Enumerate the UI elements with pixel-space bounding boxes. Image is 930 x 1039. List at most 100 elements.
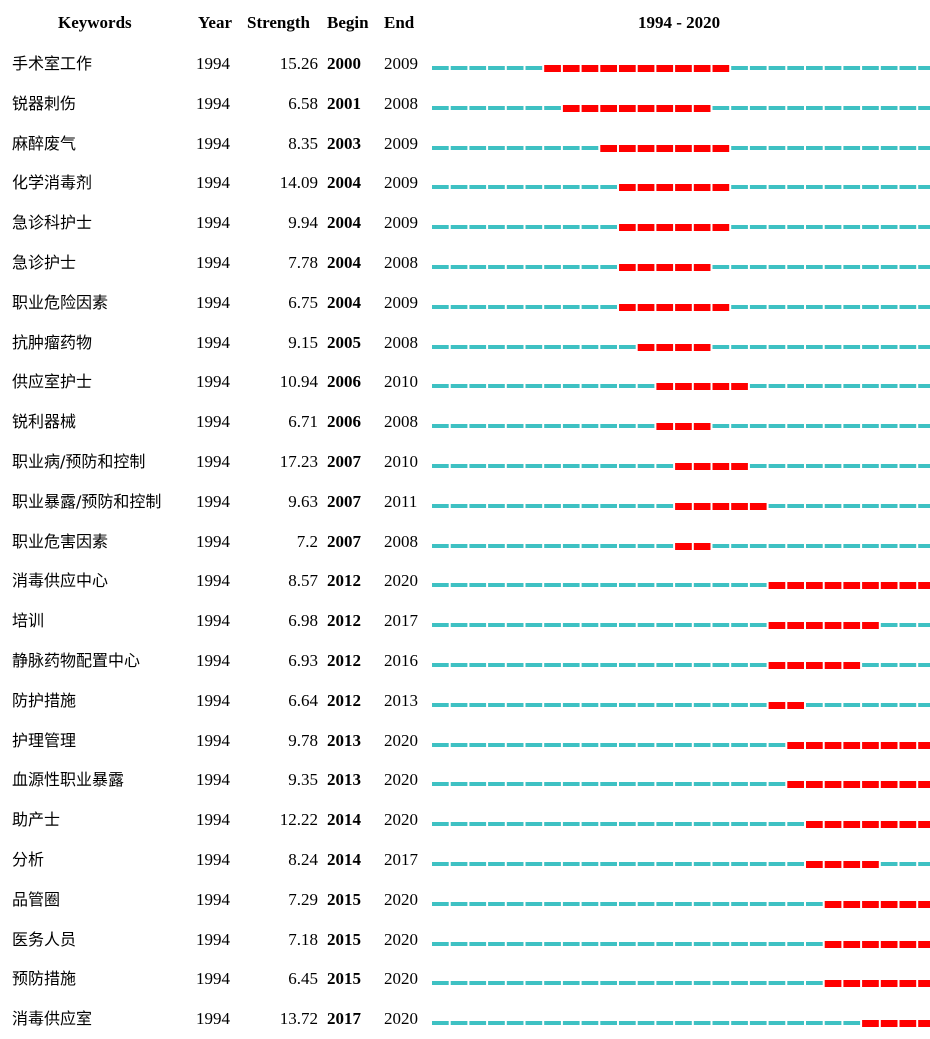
timeline-segment — [806, 384, 823, 389]
burst-segment — [787, 781, 804, 789]
burst-segment — [675, 383, 692, 391]
timeline-segment — [675, 862, 692, 866]
timeline-segment — [581, 1021, 599, 1026]
timeline-segment — [432, 941, 449, 946]
burst-segment — [693, 542, 711, 550]
timeline-segment — [843, 424, 861, 429]
timeline-segment — [806, 941, 823, 946]
burst-segment — [787, 701, 804, 709]
keyword-label: 静脉药物配置中心 — [12, 651, 141, 670]
timeline-segment — [862, 663, 879, 667]
timeline-segment — [749, 344, 767, 349]
year-value: 1994 — [196, 810, 230, 830]
timeline-segment — [675, 1021, 692, 1026]
timeline-segment — [562, 384, 580, 389]
begin-year: 2015 — [327, 889, 361, 909]
year-value: 1994 — [196, 889, 230, 909]
burst-segment — [880, 1020, 898, 1028]
timeline-track — [432, 104, 930, 112]
timeline-segment — [768, 145, 786, 150]
timeline-segment — [637, 583, 655, 588]
timeline-segment — [918, 503, 930, 508]
timeline-segment — [899, 265, 917, 269]
timeline-segment — [506, 304, 524, 309]
end-year: 2010 — [384, 452, 418, 471]
strength-value: 6.64 — [288, 690, 318, 710]
burst-segment — [712, 224, 730, 232]
strength-value: 9.35 — [288, 770, 318, 790]
burst-segment — [712, 184, 730, 192]
burst-segment — [843, 900, 861, 908]
timeline-segment — [787, 384, 804, 389]
burst-segment — [675, 343, 692, 351]
keyword-label: 消毒供应室 — [12, 1009, 93, 1029]
timeline-segment — [749, 862, 767, 866]
burst-segment — [824, 940, 842, 948]
timeline-segment — [843, 384, 861, 389]
begin-year: 2004 — [327, 253, 361, 272]
begin-year: 2012 — [327, 611, 361, 631]
timeline-segment — [731, 225, 748, 230]
timeline-segment — [899, 663, 917, 667]
timeline-segment — [432, 901, 449, 906]
table-row: 品管圈 1994 7.29 2015 2020 — [0, 880, 930, 920]
timeline-segment — [619, 543, 636, 548]
burst-segment — [693, 104, 711, 112]
timeline-segment — [843, 344, 861, 349]
table-row: 抗肿瘤药物 1994 9.15 2005 2008 — [0, 323, 930, 363]
timeline-segment — [450, 543, 468, 548]
timeline-track — [432, 741, 930, 749]
timeline-segment — [506, 623, 524, 628]
timeline-segment — [918, 424, 930, 429]
timeline-segment — [862, 503, 879, 508]
timeline-segment — [712, 862, 730, 866]
timeline-segment — [581, 145, 599, 150]
timeline-segment — [862, 384, 879, 389]
timeline-segment — [806, 702, 823, 707]
timeline-segment — [469, 464, 487, 468]
timeline-segment — [544, 464, 561, 468]
burst-segment — [806, 582, 823, 590]
timeline-segment — [562, 503, 580, 508]
burst-segment — [731, 463, 748, 470]
begin-year: 2017 — [327, 1009, 361, 1029]
timeline-segment — [488, 344, 505, 349]
timeline-segment — [562, 185, 580, 190]
timeline-segment — [506, 901, 524, 906]
timeline-segment — [918, 384, 930, 389]
timeline-segment — [693, 782, 711, 787]
year-value: 1994 — [196, 491, 230, 511]
timeline-segment — [712, 822, 730, 827]
timeline-segment — [525, 145, 543, 150]
timeline-segment — [749, 663, 767, 667]
timeline-segment — [880, 384, 898, 389]
timeline-segment — [488, 742, 505, 747]
timeline-segment — [749, 384, 767, 389]
timeline-segment — [525, 225, 543, 230]
timeline-segment — [450, 742, 468, 747]
timeline-track — [432, 900, 930, 908]
timeline-segment — [712, 981, 730, 986]
timeline-segment — [712, 702, 730, 707]
timeline-segment — [693, 623, 711, 628]
begin-year: 2003 — [327, 133, 361, 153]
strength-value: 9.94 — [288, 213, 318, 233]
timeline-segment — [824, 702, 842, 707]
timeline-segment — [712, 265, 730, 269]
timeline-segment — [806, 344, 823, 349]
begin-year: 2006 — [327, 372, 361, 392]
burst-segment — [693, 383, 711, 391]
timeline-segment — [469, 742, 487, 747]
timeline-segment — [619, 901, 636, 906]
timeline-segment — [918, 702, 930, 707]
begin-year: 2006 — [327, 412, 361, 432]
timeline-segment — [506, 782, 524, 787]
timeline-segment — [581, 822, 599, 827]
timeline-segment — [880, 424, 898, 429]
strength-value: 6.93 — [288, 651, 318, 670]
burst-segment — [862, 622, 879, 630]
strength-value: 6.75 — [288, 292, 318, 312]
burst-segment — [918, 821, 930, 829]
timeline-segment — [731, 941, 748, 946]
timeline-segment — [525, 105, 543, 110]
